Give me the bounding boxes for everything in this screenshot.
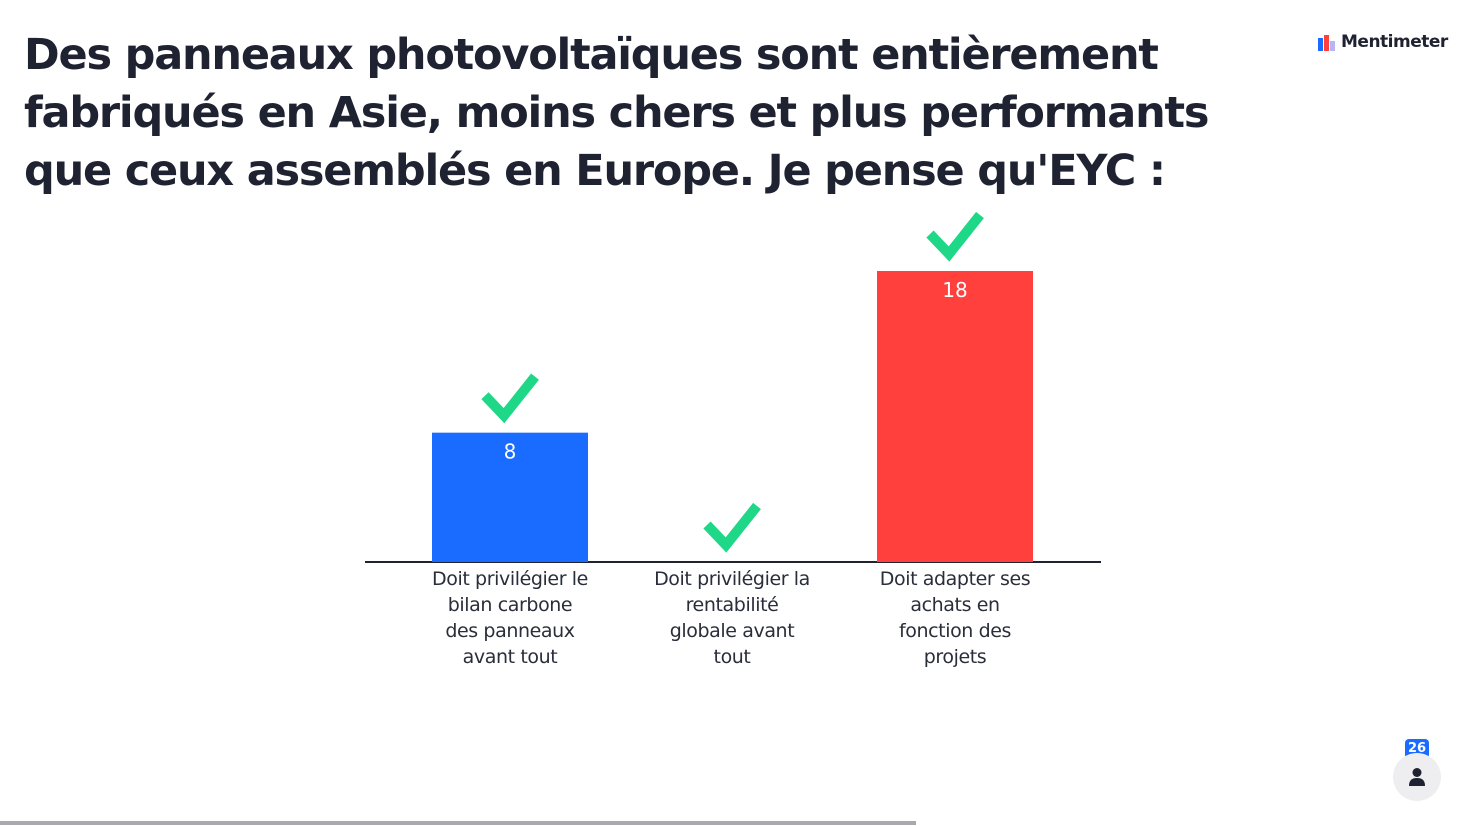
person-icon — [1408, 767, 1426, 787]
progress-fill — [0, 821, 916, 825]
presentation-progress-bar — [0, 821, 1466, 826]
category-label: Doit adapter ses achats en fonction des … — [875, 566, 1035, 670]
bar-value-label: 8 — [504, 440, 517, 464]
category-label: Doit privilégier le bilan carbone des pa… — [430, 566, 590, 670]
participants-indicator[interactable]: 26 — [1393, 737, 1441, 801]
checkmark-icon — [930, 215, 980, 254]
bar — [877, 271, 1033, 562]
checkmark-icon — [707, 506, 757, 545]
bar-value-label: 18 — [942, 278, 967, 302]
category-label: Doit privilégier la rentabilité globale … — [652, 566, 812, 670]
avatar — [1393, 753, 1441, 801]
checkmark-icon — [485, 377, 535, 416]
category-labels: Doit privilégier le bilan carbone des pa… — [0, 566, 1466, 706]
